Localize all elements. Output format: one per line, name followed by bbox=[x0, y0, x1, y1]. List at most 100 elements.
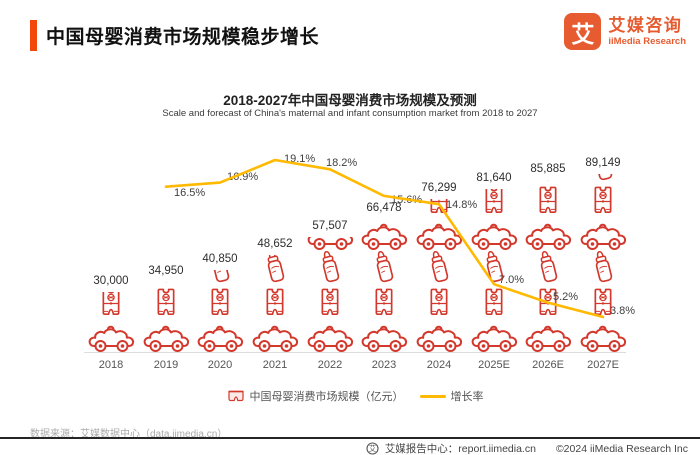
x-axis-label: 2018 bbox=[98, 359, 124, 371]
toy-car-icon bbox=[579, 320, 627, 352]
bar-icon-cell bbox=[470, 216, 518, 250]
baby-bottle-icon bbox=[425, 250, 453, 284]
chart-subtitle: Scale and forecast of China's maternal a… bbox=[162, 108, 538, 119]
toy-car-icon bbox=[306, 237, 354, 250]
toy-car-icon bbox=[87, 320, 135, 352]
bar-icon-cell bbox=[415, 216, 463, 250]
brand-logo: 艾 艾媒咨询 iiMedia Research bbox=[564, 13, 686, 50]
bar-icon-cell bbox=[524, 180, 572, 182]
growth-rate-label: 3.8% bbox=[610, 305, 636, 317]
toy-car-icon bbox=[415, 320, 463, 352]
bar-icon-cell bbox=[142, 318, 190, 352]
baby-romper-icon bbox=[534, 186, 562, 216]
bar-icon-cell bbox=[87, 318, 135, 352]
pictorial-bar bbox=[579, 174, 627, 352]
growth-rate-label: 19.1% bbox=[284, 153, 316, 165]
toy-car-icon bbox=[142, 320, 190, 352]
iimedia-badge-icon: 艾 bbox=[366, 442, 379, 455]
bar-icon-cell bbox=[142, 284, 190, 318]
logo-text: 艾媒咨询 iiMedia Research bbox=[608, 16, 686, 47]
toy-car-icon bbox=[579, 218, 627, 250]
copyright: ©2024 iiMedia Research Inc bbox=[555, 442, 688, 455]
bar-value-label: 48,652 bbox=[257, 238, 293, 250]
bar-icon-cell bbox=[196, 284, 244, 318]
x-axis-label: 2019 bbox=[153, 359, 179, 371]
pictorial-bar bbox=[142, 282, 190, 352]
bar-icon-cell bbox=[306, 318, 354, 352]
toy-car-icon bbox=[360, 320, 408, 352]
bar-icon-cell bbox=[360, 250, 408, 284]
growth-rate-label: 16.5% bbox=[174, 187, 206, 199]
baby-bottle-icon bbox=[370, 250, 398, 284]
baby-bottle-icon bbox=[589, 174, 617, 182]
growth-rate-label: 16.9% bbox=[227, 171, 259, 183]
baby-bottle-icon bbox=[206, 270, 234, 284]
toy-car-icon bbox=[360, 219, 408, 250]
pictorial-bar bbox=[524, 180, 572, 352]
bar-icon-cell bbox=[306, 284, 354, 318]
bar-icon-cell bbox=[87, 292, 135, 318]
bar-icon-cell bbox=[524, 182, 572, 216]
baby-bottle-icon bbox=[589, 250, 617, 284]
baby-romper-icon bbox=[152, 288, 180, 318]
bar-icon-cell bbox=[470, 284, 518, 318]
baby-romper-icon bbox=[206, 288, 234, 318]
baby-bottle-icon bbox=[152, 282, 180, 284]
bar-icon-cell bbox=[196, 270, 244, 284]
pictorial-bar bbox=[196, 270, 244, 352]
baby-romper-icon bbox=[97, 292, 125, 318]
toy-car-icon bbox=[306, 320, 354, 352]
market-scale-legend-icon bbox=[227, 390, 244, 402]
bar-icon-cell bbox=[360, 284, 408, 318]
bar-icon-cell bbox=[579, 250, 627, 284]
growth-rate-label: 15.6% bbox=[391, 194, 423, 206]
bar-icon-cell bbox=[524, 318, 572, 352]
bar-icon-cell bbox=[360, 318, 408, 352]
bar-value-label: 81,640 bbox=[476, 172, 512, 184]
bar-icon-cell bbox=[524, 250, 572, 284]
x-axis-label: 2021 bbox=[262, 359, 288, 371]
pictorial-bar bbox=[360, 219, 408, 352]
growth-rate-label: 5.2% bbox=[553, 291, 579, 303]
baby-romper-icon bbox=[316, 288, 344, 318]
baby-romper-icon bbox=[425, 288, 453, 318]
x-axis-label: 2027E bbox=[587, 359, 619, 371]
bar-value-label: 89,149 bbox=[585, 157, 621, 169]
chart-title: 2018-2027年中国母婴消费市场规模及预测 bbox=[223, 93, 477, 108]
baby-bottle-icon bbox=[534, 180, 562, 182]
x-axis-line bbox=[84, 352, 626, 353]
x-axis-label: 2022 bbox=[317, 359, 343, 371]
legend: 中国母婴消费市场规模（亿元） 增长率 bbox=[85, 388, 625, 404]
report-center-link: 艾媒报告中心：report.iimedia.cn bbox=[384, 443, 536, 455]
legend-label-growth-rate: 增长率 bbox=[450, 391, 484, 403]
bar-icon-cell bbox=[415, 250, 463, 284]
baby-romper-icon bbox=[589, 186, 617, 216]
iimedia-logo-icon: 艾 bbox=[564, 13, 602, 50]
bar-icon-cell bbox=[306, 237, 354, 250]
bar-value-label: 76,299 bbox=[421, 182, 457, 194]
baby-bottle-icon bbox=[534, 250, 562, 284]
data-source: 数据来源：艾媒数据中心（data.iimedia.cn） bbox=[30, 429, 228, 440]
bar-icon-cell bbox=[196, 318, 244, 352]
toy-car-icon bbox=[470, 218, 518, 250]
bar-value-label: 57,507 bbox=[312, 220, 348, 232]
bar-value-label: 30,000 bbox=[93, 275, 129, 287]
toy-car-icon bbox=[470, 320, 518, 352]
bar-icon-cell bbox=[415, 318, 463, 352]
bar-icon-cell bbox=[306, 250, 354, 284]
bar-icon-cell bbox=[524, 216, 572, 250]
title-accent-bar bbox=[30, 20, 37, 51]
pictorial-bar bbox=[306, 237, 354, 352]
bar-value-label: 40,850 bbox=[202, 253, 238, 265]
bar-icon-cell bbox=[579, 216, 627, 250]
toy-car-icon bbox=[415, 218, 463, 250]
x-axis-label: 2026E bbox=[532, 359, 564, 371]
toy-car-icon bbox=[524, 218, 572, 250]
growth-rate-label: 14.8% bbox=[446, 199, 478, 211]
x-axis-label: 2024 bbox=[426, 359, 452, 371]
bar-icon-cell bbox=[470, 318, 518, 352]
bar-icon-cell bbox=[251, 255, 299, 284]
bar-icon-cell bbox=[251, 318, 299, 352]
growth-rate-label: 18.2% bbox=[326, 157, 358, 169]
